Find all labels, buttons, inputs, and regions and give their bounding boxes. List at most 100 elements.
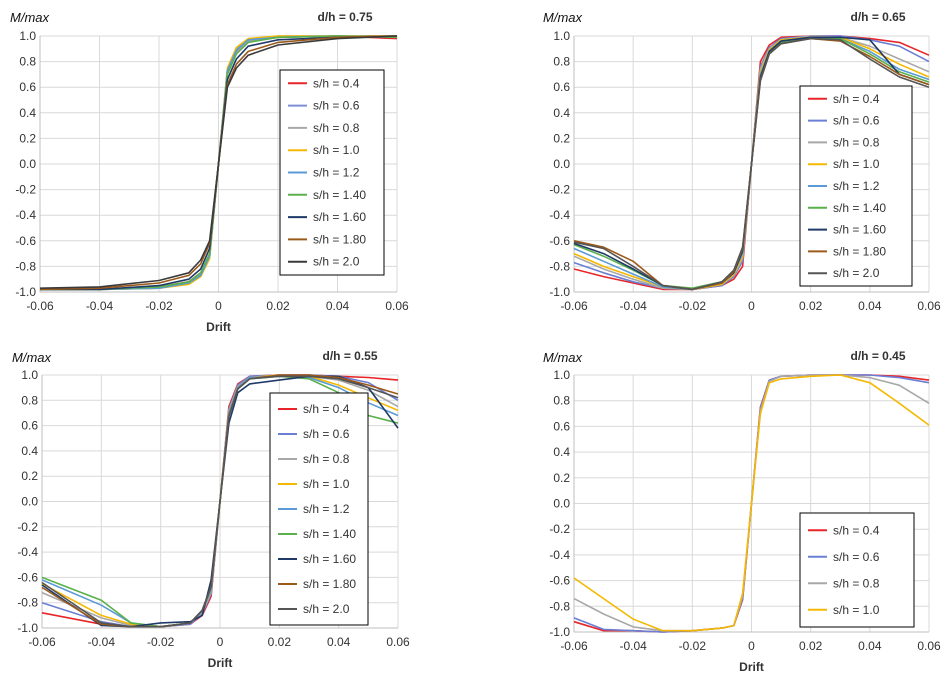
legend-entry: s/h = 1.80 (313, 232, 366, 246)
legend-entry: s/h = 0.6 (833, 114, 880, 128)
x-tick-label: 0.06 (385, 299, 409, 313)
legend-entry: s/h = 1.2 (833, 179, 880, 193)
legend-entry: s/h = 2.0 (313, 255, 360, 269)
x-tick-label: 0.04 (326, 299, 350, 313)
x-tick-label: -0.02 (679, 639, 707, 653)
y-tick-label: -0.2 (17, 520, 38, 534)
series-line-9 (39, 35, 398, 289)
y-tick-label: 0.4 (21, 444, 38, 458)
x-tick-label: -0.04 (619, 639, 647, 653)
y-tick-label: -0.8 (15, 259, 36, 273)
x-tick-label: 0 (217, 635, 224, 649)
y-tick-label: 0.8 (553, 55, 570, 69)
y-tick-label: 0.6 (553, 419, 570, 433)
y-tick-label: 0.2 (553, 131, 570, 145)
y-tick-label: 0.4 (553, 445, 570, 459)
series-line-9 (41, 375, 399, 628)
y-tick-label: -1.0 (549, 285, 570, 299)
y-axis-label: M/max (12, 350, 52, 365)
x-tick-label: 0.04 (327, 635, 351, 649)
x-tick-label: -0.04 (88, 635, 116, 649)
y-tick-label: 1.0 (553, 29, 570, 43)
x-tick-label: -0.02 (679, 299, 707, 313)
x-axis-label: Drift (206, 320, 231, 334)
y-tick-label: 0.4 (553, 106, 570, 120)
legend-entry: s/h = 1.0 (833, 157, 880, 171)
x-tick-label: 0 (215, 299, 222, 313)
y-tick-label: 0.2 (21, 469, 38, 483)
chart-title: d/h = 0.65 (850, 10, 905, 24)
y-axis-label: M/max (543, 10, 583, 25)
legend-entry: s/h = 1.60 (833, 223, 886, 237)
x-tick-label: 0 (748, 639, 755, 653)
y-tick-label: -0.6 (549, 234, 570, 248)
legend-entry: s/h = 1.0 (833, 603, 880, 617)
legend-entry: s/h = 1.60 (313, 210, 366, 224)
y-tick-label: -0.2 (549, 522, 570, 536)
legend-entry: s/h = 0.6 (833, 550, 880, 564)
y-tick-label: 0.6 (19, 80, 36, 94)
x-tick-label: 0.04 (858, 639, 882, 653)
legend-entry: s/h = 1.0 (303, 477, 350, 491)
x-tick-label: 0.02 (799, 299, 823, 313)
y-tick-label: 1.0 (19, 29, 36, 43)
y-tick-label: 0.0 (553, 157, 570, 171)
chart-panel-1: -0.06 -0.04 -0.02 0 0.02 0.04 0.06 1.0 0.8 0.6 0.4… (10, 10, 409, 334)
y-tick-label: -0.8 (549, 259, 570, 273)
y-tick-label: -0.6 (17, 570, 38, 584)
y-tick-label: -0.4 (17, 545, 38, 559)
y-tick-label: -0.2 (549, 183, 570, 197)
y-tick-label: -0.6 (549, 574, 570, 588)
legend-entry: s/h = 1.80 (303, 577, 356, 591)
y-tick-label: -0.8 (549, 599, 570, 613)
legend-entry: s/h = 1.80 (833, 244, 886, 258)
y-tick-label: -0.2 (15, 183, 36, 197)
legend-entry: s/h = 1.2 (313, 166, 360, 180)
y-tick-label: 0.8 (21, 393, 38, 407)
y-tick-label: 0.4 (19, 106, 36, 120)
series-line-9 (573, 37, 930, 291)
chart-panel-4: -0.06 -0.04 -0.02 0 0.02 0.04 0.06 1.0 0.8 0.6 0.4… (543, 349, 941, 673)
x-tick-label: -0.02 (147, 635, 175, 649)
x-tick-label: 0.06 (917, 639, 941, 653)
y-tick-label: -0.4 (549, 548, 570, 562)
y-tick-label: -0.8 (17, 596, 38, 610)
series-line-4 (573, 374, 930, 632)
x-tick-label: -0.04 (619, 299, 647, 313)
y-tick-label: 0.8 (553, 394, 570, 408)
legend-entry: s/h = 1.2 (303, 502, 350, 516)
legend-entry: s/h = 1.0 (313, 143, 360, 157)
x-tick-label: -0.04 (86, 299, 114, 313)
legend-entry: s/h = 0.6 (313, 99, 360, 113)
legend-entry: s/h = 0.4 (303, 402, 350, 416)
chart-title: d/h = 0.45 (850, 349, 905, 363)
y-tick-label: 0.2 (553, 471, 570, 485)
y-axis-label: M/max (10, 10, 50, 25)
y-tick-label: -1.0 (549, 625, 570, 639)
legend: s/h = 0.4 s/h = 0.6 s/h = 0.8 s/h = 1.0 (799, 512, 915, 628)
legend-entry: s/h = 1.40 (833, 201, 886, 215)
legend-entry: s/h = 0.8 (303, 452, 350, 466)
x-tick-label: -0.06 (26, 299, 54, 313)
y-tick-label: 0.8 (19, 55, 36, 69)
y-axis-label: M/max (543, 350, 583, 365)
y-tick-label: -0.4 (15, 208, 36, 222)
chart-panel-3: -0.06 -0.04 -0.02 0 0.02 0.04 0.06 1.0 0.8 0.6 0.4… (12, 349, 410, 670)
x-tick-label: 0.04 (858, 299, 882, 313)
legend: s/h = 0.4 s/h = 0.6 s/h = 0.8 s/h = 1.0 s/h … (799, 85, 913, 287)
chart-panel-2: -0.06 -0.04 -0.02 0 0.02 0.04 0.06 1.0 0.8 0.6 0.4… (543, 10, 941, 313)
x-tick-label: 0.06 (386, 635, 410, 649)
legend: s/h = 0.4 s/h = 0.6 s/h = 0.8 s/h = 1.0 s/h … (279, 69, 385, 276)
legend-entry: s/h = 1.40 (303, 527, 356, 541)
x-tick-label: -0.06 (560, 299, 588, 313)
x-tick-label: -0.06 (560, 639, 588, 653)
legend-entry: s/h = 2.0 (833, 266, 880, 280)
y-tick-label: 1.0 (553, 368, 570, 382)
x-tick-label: 0 (748, 299, 755, 313)
y-tick-label: 1.0 (21, 368, 38, 382)
legend-entry: s/h = 0.8 (833, 576, 880, 590)
y-tick-label: 0.0 (21, 495, 38, 509)
legend-entry: s/h = 1.60 (303, 552, 356, 566)
y-tick-label: 0.2 (19, 131, 36, 145)
legend-entry: s/h = 0.4 (313, 76, 360, 90)
